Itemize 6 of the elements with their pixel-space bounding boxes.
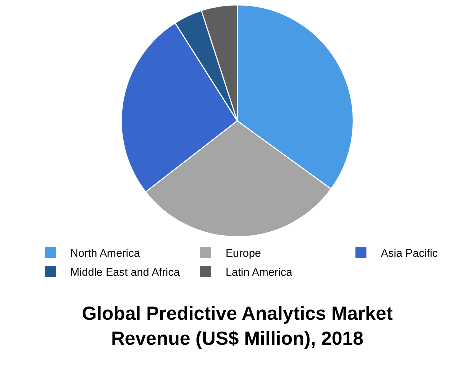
legend-label: Middle East and Africa: [70, 266, 181, 279]
legend-label: North America: [70, 248, 142, 260]
legend-label: Latin America: [226, 266, 294, 279]
text: Global Predictive Analytics Market Revenue (US$ Million), 2018: [82, 304, 394, 350]
legend-label: Asia Pacific: [381, 248, 439, 260]
legend-label: Europe: [226, 248, 262, 260]
